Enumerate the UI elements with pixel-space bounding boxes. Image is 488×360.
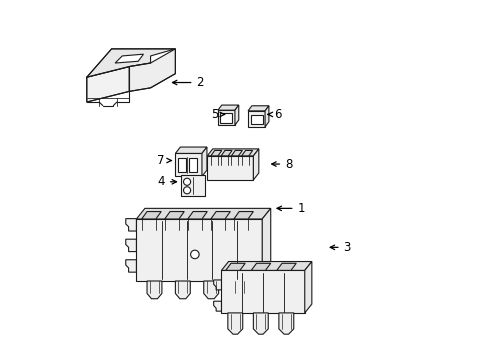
Polygon shape: [136, 219, 262, 281]
Polygon shape: [221, 270, 304, 313]
Text: 4: 4: [157, 175, 176, 188]
Polygon shape: [233, 212, 253, 219]
Circle shape: [190, 250, 199, 259]
Polygon shape: [175, 153, 202, 176]
Polygon shape: [213, 301, 221, 311]
Polygon shape: [203, 281, 218, 299]
Polygon shape: [125, 239, 136, 252]
Text: 7: 7: [157, 154, 171, 167]
Text: 5: 5: [210, 108, 224, 121]
Circle shape: [183, 187, 190, 194]
Polygon shape: [251, 263, 270, 270]
Text: 3: 3: [329, 241, 350, 254]
Polygon shape: [253, 313, 268, 334]
Polygon shape: [264, 106, 268, 127]
Polygon shape: [227, 313, 242, 334]
Polygon shape: [247, 106, 268, 111]
Polygon shape: [278, 313, 293, 334]
Polygon shape: [210, 212, 230, 219]
Text: 8: 8: [271, 158, 292, 171]
Polygon shape: [175, 147, 206, 153]
Polygon shape: [253, 149, 258, 180]
Polygon shape: [262, 208, 270, 281]
Polygon shape: [115, 54, 143, 63]
Polygon shape: [234, 105, 238, 125]
Polygon shape: [142, 212, 161, 219]
Polygon shape: [202, 147, 206, 176]
Circle shape: [183, 178, 190, 185]
Polygon shape: [225, 263, 244, 270]
Polygon shape: [276, 263, 296, 270]
Bar: [188, 158, 196, 172]
Polygon shape: [304, 261, 311, 313]
Polygon shape: [218, 110, 234, 125]
Polygon shape: [181, 175, 204, 196]
Polygon shape: [86, 67, 129, 102]
Polygon shape: [207, 149, 258, 156]
Polygon shape: [125, 219, 136, 231]
Polygon shape: [86, 49, 175, 77]
Polygon shape: [129, 49, 175, 91]
Polygon shape: [187, 212, 207, 219]
Polygon shape: [213, 280, 221, 290]
Text: 1: 1: [277, 202, 305, 215]
Polygon shape: [175, 281, 190, 299]
Polygon shape: [232, 281, 246, 299]
Polygon shape: [210, 150, 222, 156]
Polygon shape: [221, 150, 232, 156]
Text: 6: 6: [267, 108, 282, 121]
Polygon shape: [125, 260, 136, 272]
Text: 2: 2: [172, 76, 203, 89]
Polygon shape: [231, 150, 242, 156]
Polygon shape: [241, 150, 252, 156]
Polygon shape: [218, 105, 238, 110]
Bar: [220, 113, 232, 123]
Polygon shape: [247, 111, 264, 127]
Bar: [250, 116, 262, 124]
Polygon shape: [221, 261, 311, 270]
Polygon shape: [147, 281, 162, 299]
Polygon shape: [164, 212, 184, 219]
Polygon shape: [207, 156, 253, 180]
Polygon shape: [136, 208, 270, 219]
Bar: [177, 158, 185, 172]
